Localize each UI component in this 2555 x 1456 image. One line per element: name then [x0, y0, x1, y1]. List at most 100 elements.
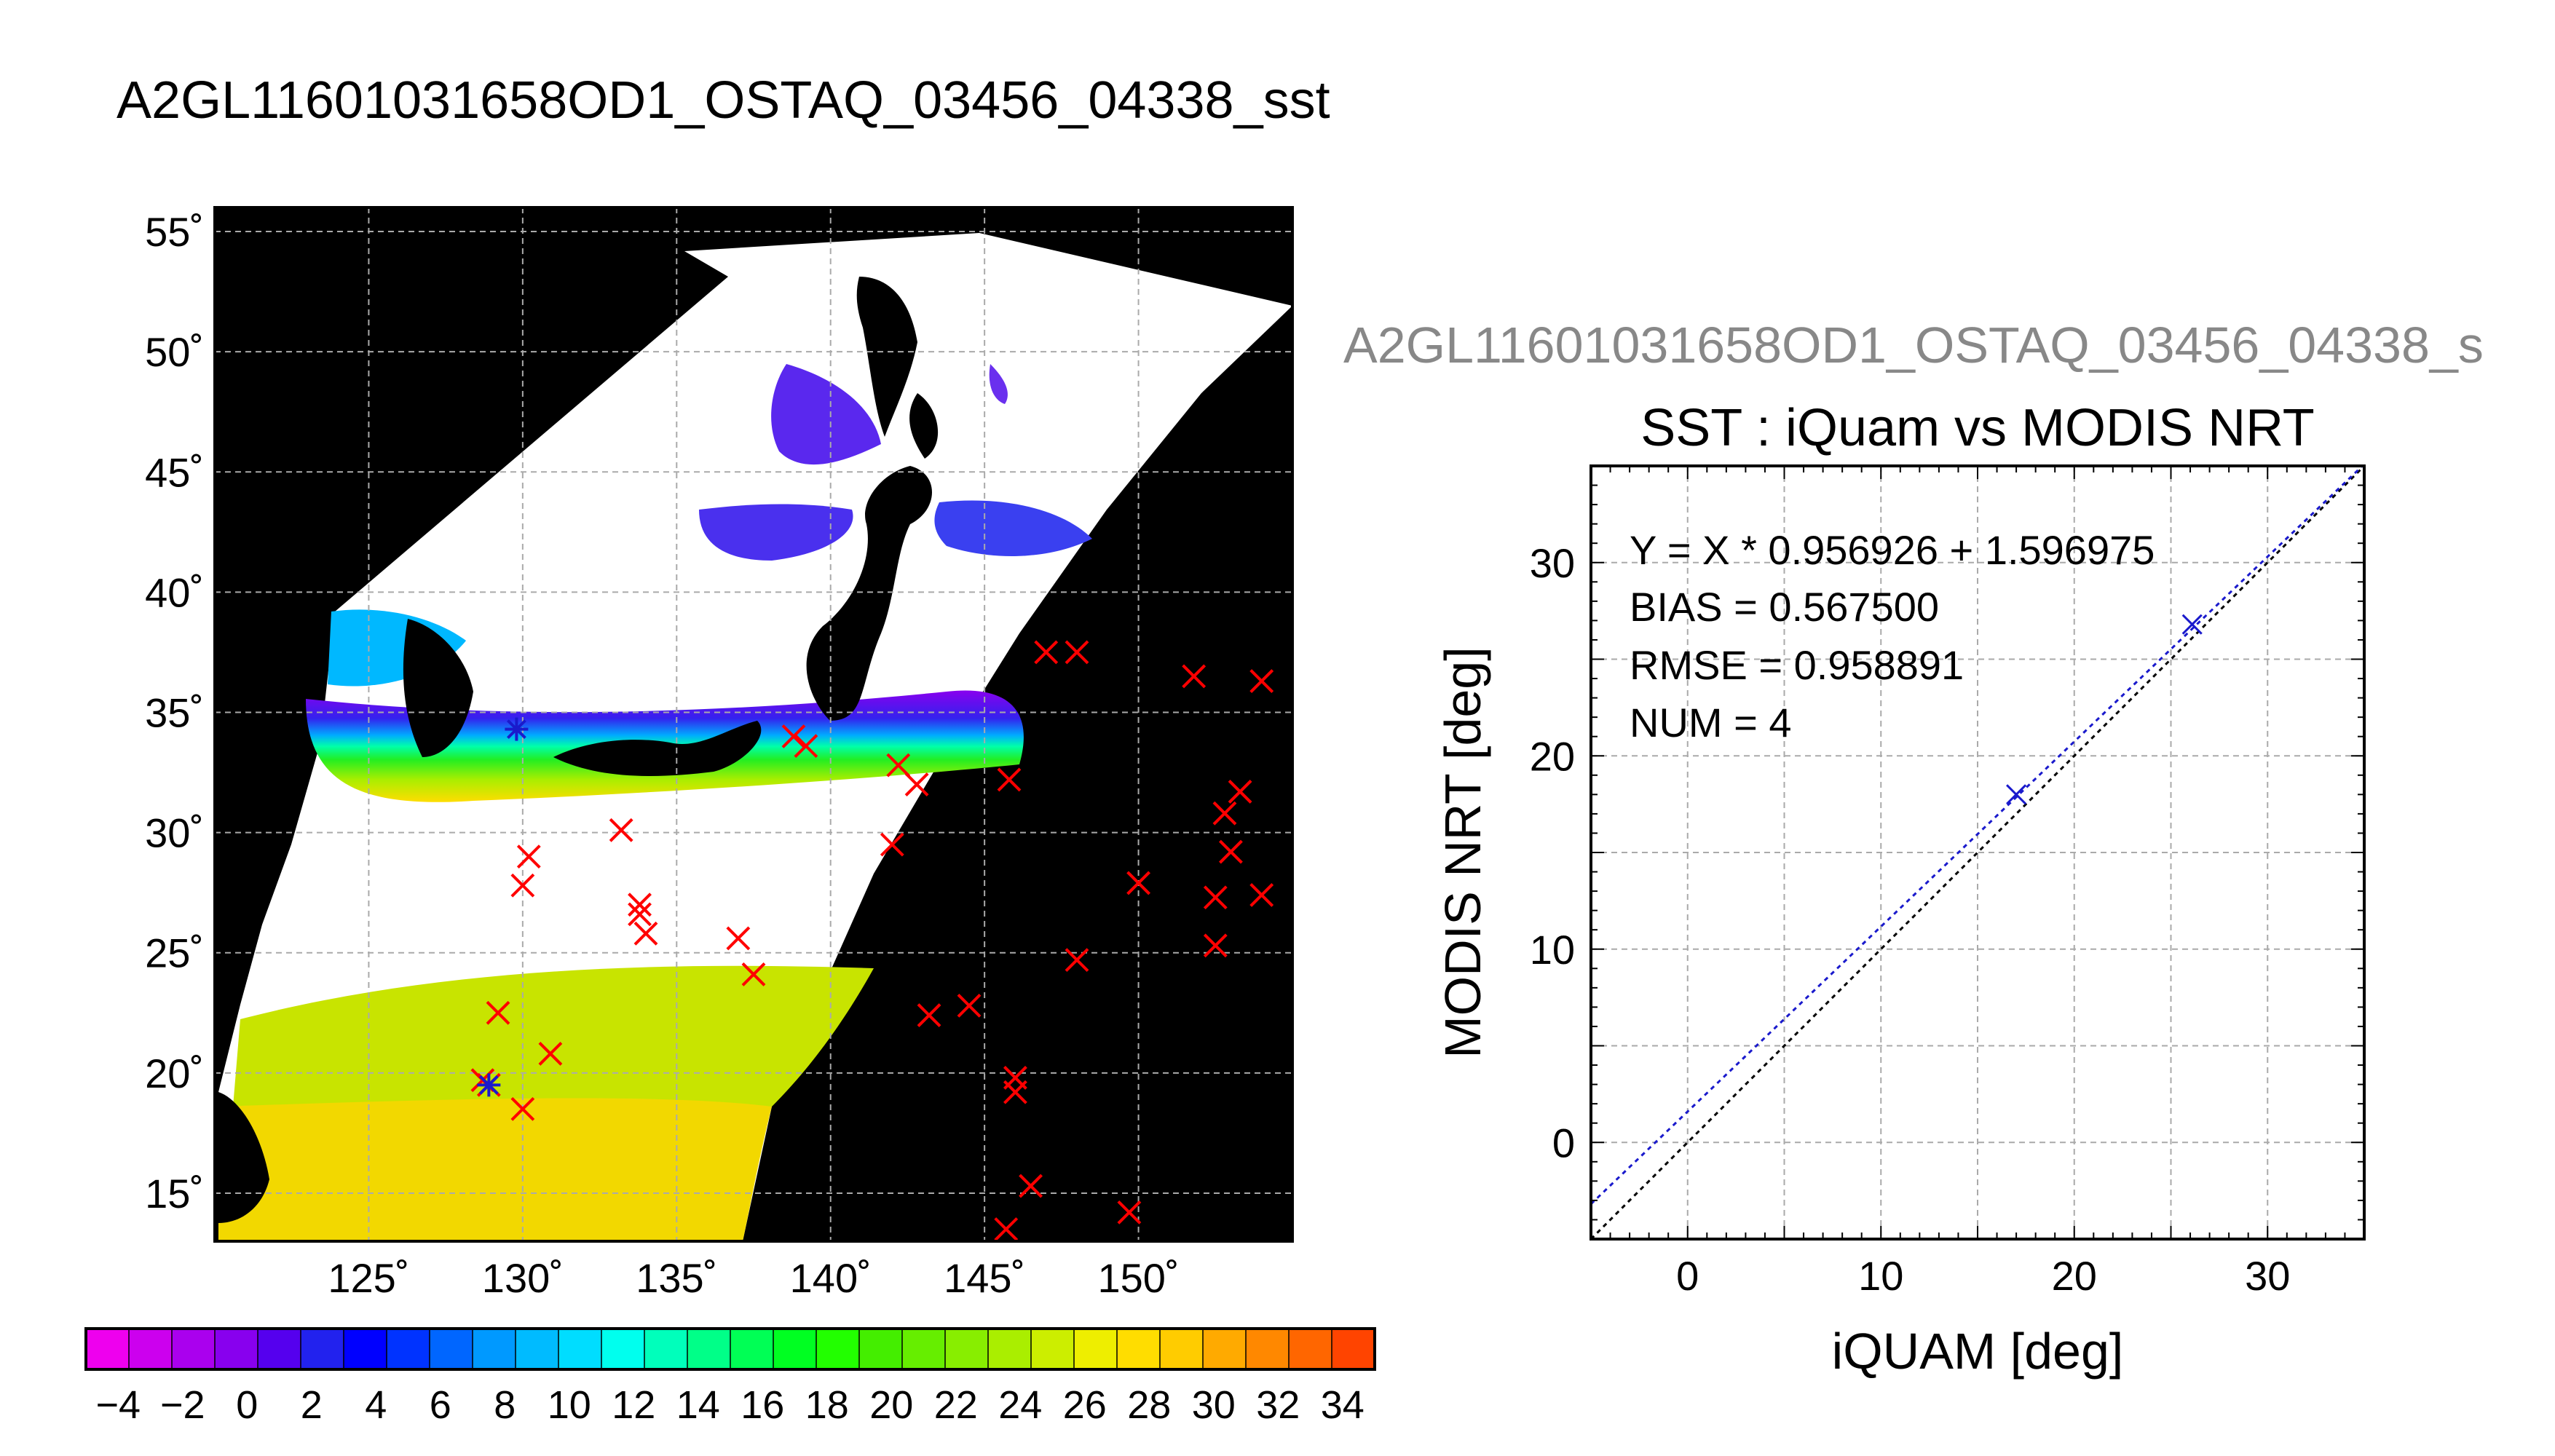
colorbar-cell — [85, 1328, 130, 1370]
matchup-marker — [1065, 640, 1089, 665]
colorbar-cell — [1288, 1328, 1333, 1370]
map-lat-tick-label: 40˚ — [145, 569, 204, 615]
colorbar-tick-label: 4 — [365, 1383, 387, 1427]
colorbar-cell — [987, 1328, 1032, 1370]
map-lat-tick-label: 15˚ — [145, 1171, 204, 1216]
colorbar-cell — [1159, 1328, 1204, 1370]
matchup-marker — [1249, 669, 1274, 693]
colorbar-cell — [944, 1328, 990, 1370]
colorbar-tick-label: 10 — [548, 1383, 591, 1427]
colorbar-tick-label: 14 — [676, 1383, 720, 1427]
matchup-marker-stroke — [1182, 664, 1207, 689]
land-korea — [403, 619, 473, 757]
matchup-marker-stroke — [1117, 1200, 1142, 1224]
colorbar-cell — [214, 1328, 259, 1370]
matchup-marker — [1203, 885, 1228, 910]
matchup-marker-stroke — [1203, 885, 1228, 910]
used-matchup-markers — [477, 717, 529, 1097]
map-lat-tick-label: 20˚ — [145, 1051, 204, 1096]
colorbar-cell — [257, 1328, 302, 1370]
colorbar-cell — [386, 1328, 431, 1370]
matchup-marker-stroke — [1212, 801, 1237, 826]
matchup-marker-stroke — [917, 1003, 941, 1027]
used-marker-stroke — [478, 1075, 499, 1095]
matchup-marker-stroke — [904, 772, 929, 796]
colorbar-cell — [687, 1328, 732, 1370]
colorbar-tick-label: 0 — [236, 1383, 258, 1427]
matchup-marker — [628, 902, 652, 927]
scatter-x-tick-label: 0 — [1676, 1253, 1699, 1299]
colorbar-tick-label: 22 — [934, 1383, 978, 1427]
scatter-x-tick-label: 10 — [1858, 1253, 1903, 1299]
colorbar-tick-label: 16 — [741, 1383, 784, 1427]
colorbar-cell — [773, 1328, 818, 1370]
matchup-marker — [1019, 1174, 1043, 1198]
used-matchup-marker — [505, 717, 529, 741]
scatter-x-tick-label: 30 — [2245, 1253, 2290, 1299]
matchup-marker-stroke — [880, 832, 904, 857]
map-lon-tick-label: 145˚ — [944, 1255, 1025, 1301]
matchup-marker-stroke — [1249, 669, 1274, 693]
colorbar-cell — [515, 1328, 560, 1370]
matchup-marker-stroke — [886, 753, 911, 778]
matchup-marker — [957, 993, 982, 1018]
sst-band-north — [771, 364, 881, 465]
scatter-x-axis-label: iQUAM [deg] — [1832, 1323, 2124, 1380]
colorbar-tick-label: 26 — [1063, 1383, 1107, 1427]
colorbar-cell — [1030, 1328, 1075, 1370]
colorbar-tick-label: 30 — [1192, 1383, 1236, 1427]
matchup-marker — [997, 767, 1022, 792]
latitude-tick-labels: 15˚ 20˚ 25˚ 30˚ 35˚ 40˚ 45˚ 50˚ 55˚ — [145, 209, 204, 1216]
colorbar-cell — [128, 1328, 173, 1370]
sst-map-panel: 15˚ 20˚ 25˚ 30˚ 35˚ 40˚ 45˚ 50˚ 55˚ 125˚ 130˚ 135˚… — [145, 206, 1294, 1301]
sst-colorbar: −4 −2 0 2 4 6 8 10 12 14 16 18 20 22 24 26 28 30 32 34 — [84, 1327, 1376, 1427]
matchup-marker-stroke — [794, 734, 818, 759]
matchup-marker-stroke — [726, 926, 751, 951]
matchup-marker — [510, 1096, 535, 1121]
matchup-marker-stroke — [1219, 839, 1243, 864]
colorbar-cell — [901, 1328, 947, 1370]
land-japan — [553, 393, 939, 776]
matchup-marker — [1219, 839, 1243, 864]
matchup-marker-stroke — [1034, 640, 1059, 665]
matchup-marker — [886, 753, 911, 778]
colorbar-cell — [1202, 1328, 1247, 1370]
matchup-marker — [1034, 640, 1059, 665]
sst-band-southern — [218, 1098, 772, 1241]
colorbar-cell — [343, 1328, 388, 1370]
stat-num: NUM = 4 — [1630, 700, 1792, 745]
stat-equation: Y = X * 0.956926 + 1.596975 — [1630, 527, 2155, 573]
matchup-marker-stroke — [1065, 640, 1089, 665]
matchup-marker — [510, 873, 535, 898]
sst-band-okhotsk — [989, 364, 1008, 404]
matchup-marker — [609, 818, 633, 842]
regression-stats: Y = X * 0.956926 + 1.596975 BIAS = 0.567… — [1630, 527, 2155, 745]
colorbar-tick-label: 20 — [869, 1383, 913, 1427]
matchup-marker-stroke — [741, 962, 766, 986]
colorbar-cell — [1245, 1328, 1290, 1370]
matchup-marker — [1212, 801, 1237, 826]
longitude-tick-labels: 125˚ 130˚ 135˚ 140˚ 145˚ 150˚ — [328, 1255, 1179, 1301]
map-frame — [213, 206, 1294, 1243]
scatter-point-stroke — [2181, 614, 2203, 635]
land-philippines — [218, 1092, 269, 1223]
map-lon-tick-label: 130˚ — [482, 1255, 564, 1301]
matchup-marker — [633, 921, 658, 946]
colorbar-tick-label: 18 — [805, 1383, 849, 1427]
matchup-marker-stroke — [628, 902, 652, 927]
matchup-marker-stroke — [1249, 883, 1274, 907]
matchup-marker-stroke — [1003, 1080, 1027, 1104]
colorbar-cell — [816, 1328, 861, 1370]
regression-line — [1591, 466, 2364, 1205]
identity-line — [1591, 466, 2364, 1239]
scatter-panel: A2GL11601031658OD1_OSTAQ_03456_04338_s S… — [1343, 317, 2484, 1380]
colorbar-tick-label: 24 — [998, 1383, 1042, 1427]
stat-rmse: RMSE = 0.958891 — [1630, 642, 1964, 688]
map-lat-tick-label: 35˚ — [145, 689, 204, 735]
colorbar-tick-label: 8 — [494, 1383, 516, 1427]
scatter-y-tick-label: 0 — [1552, 1120, 1575, 1166]
colorbar-cell — [730, 1328, 775, 1370]
matchup-marker-stroke — [957, 993, 982, 1018]
matchup-marker-stroke — [609, 818, 633, 842]
matchup-marker — [1117, 1200, 1142, 1224]
